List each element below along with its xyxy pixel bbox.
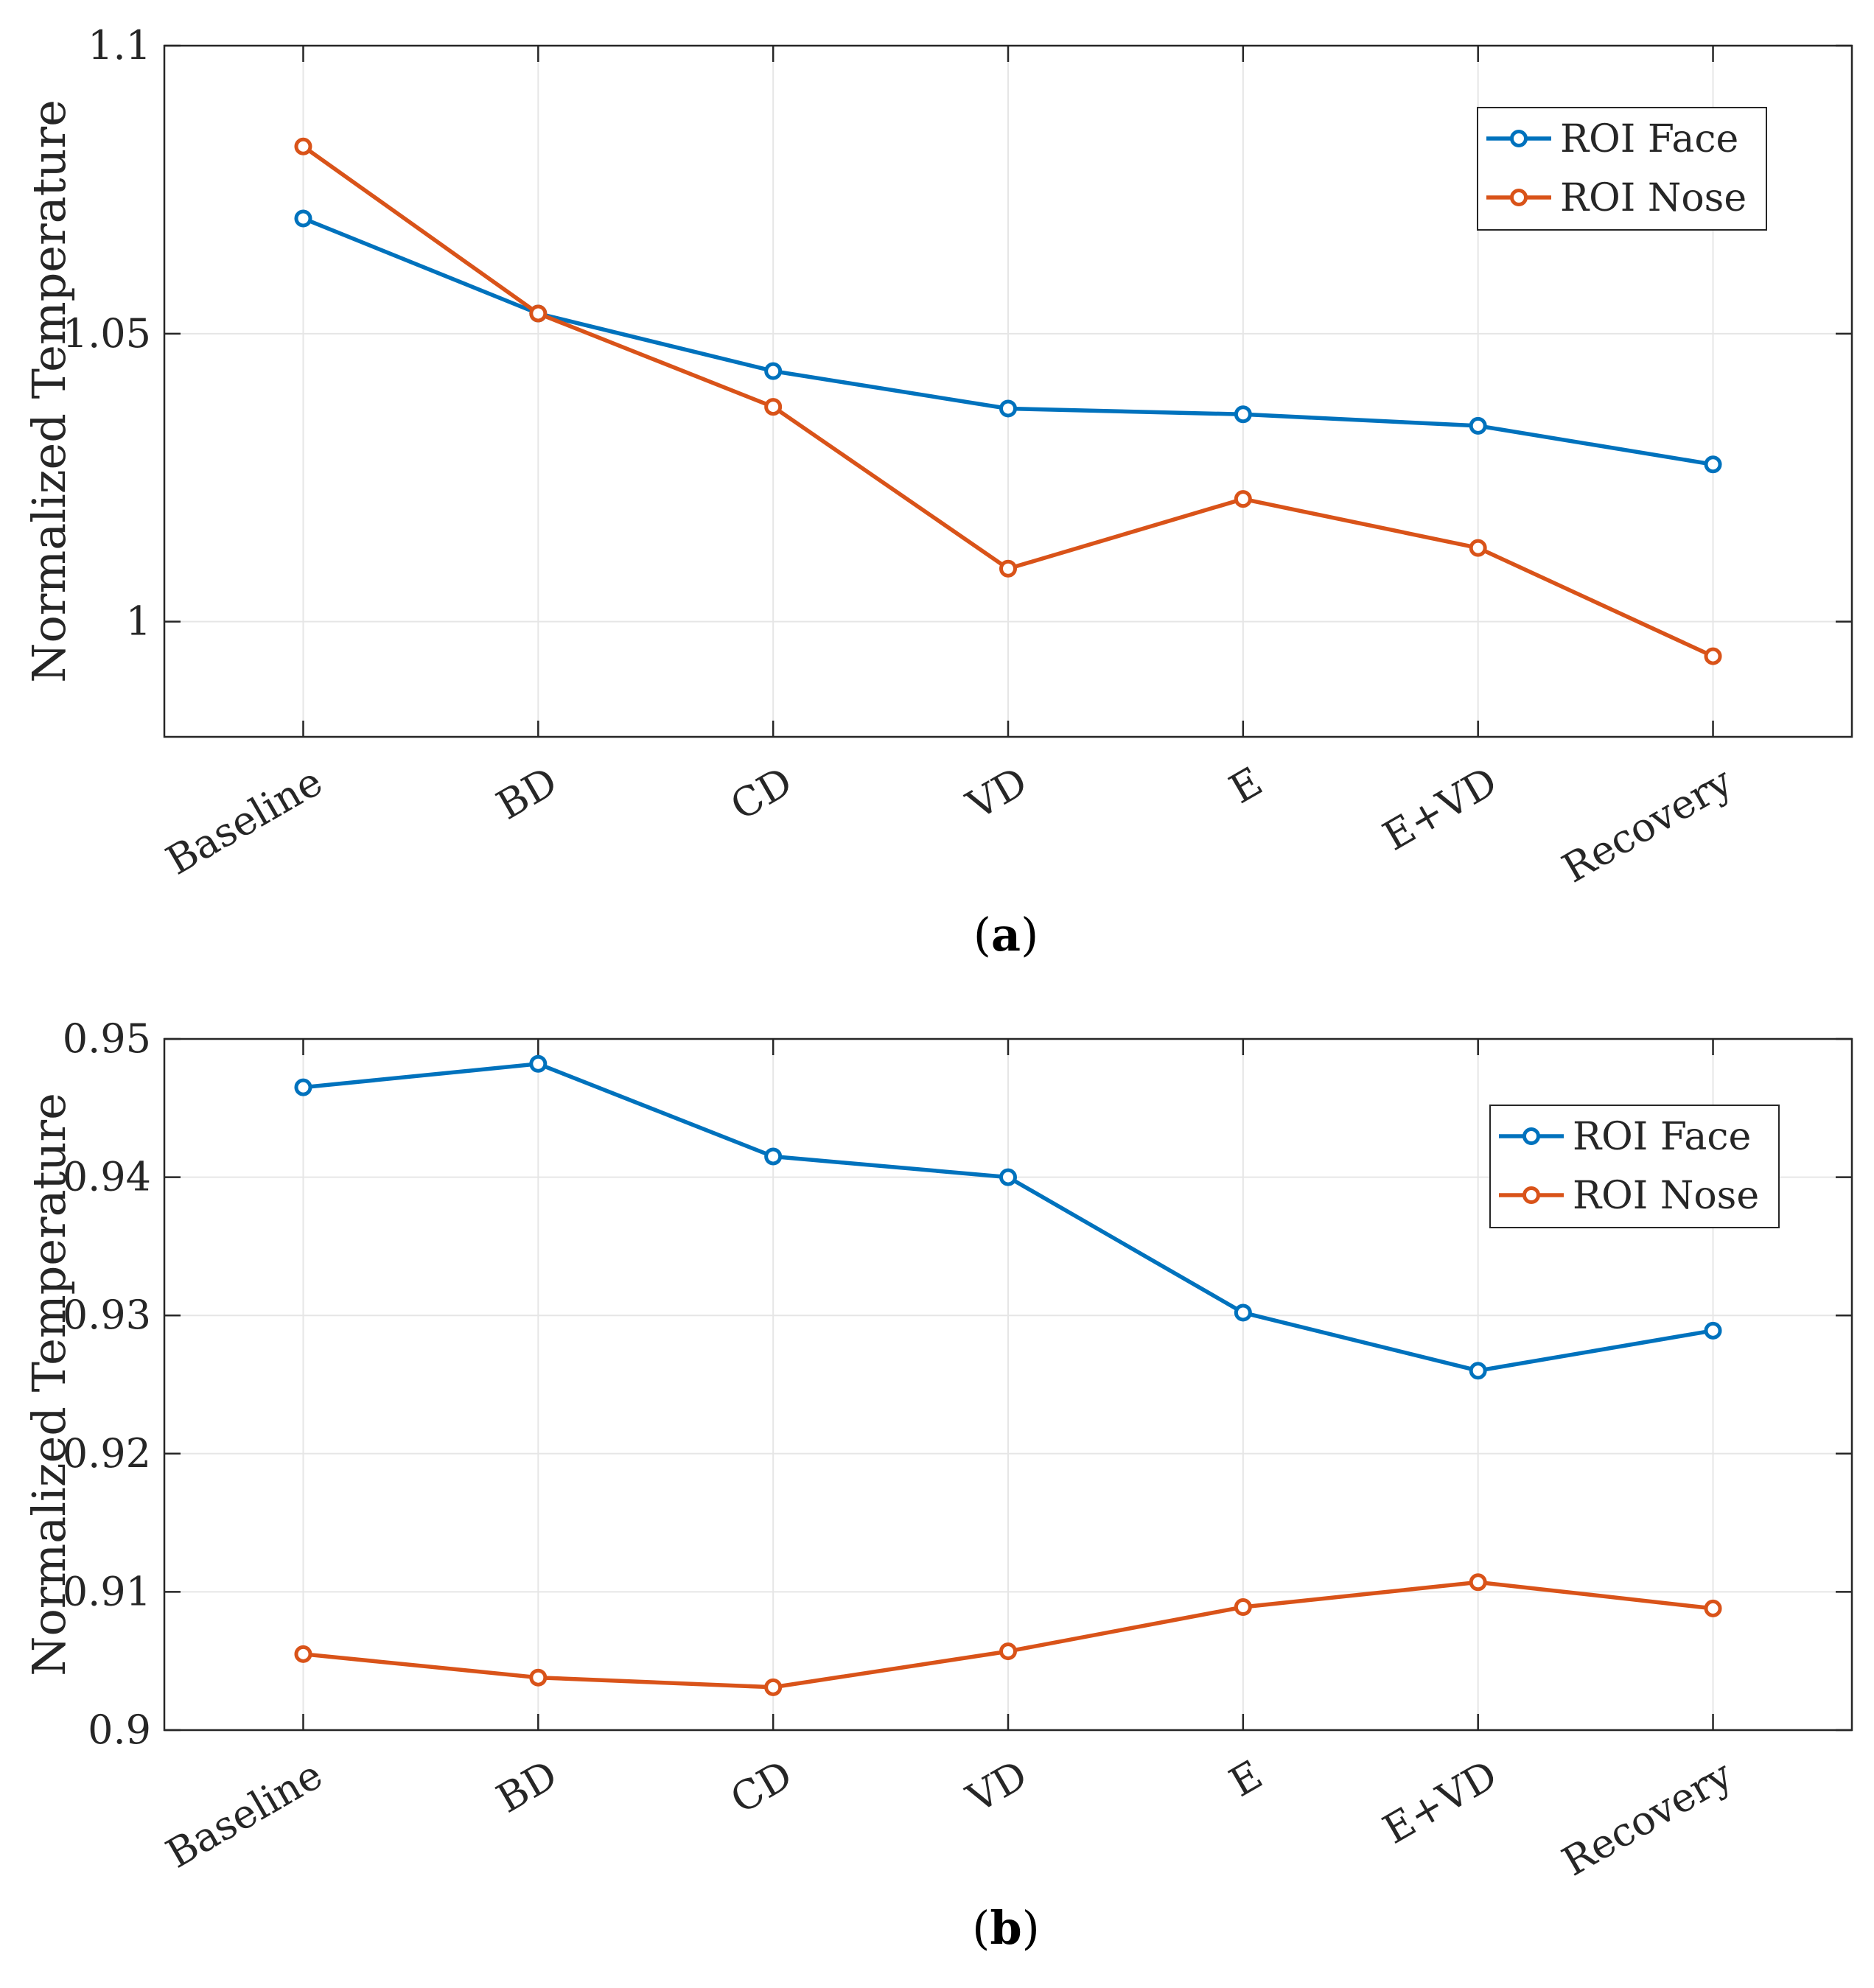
legend-swatch-marker: [1510, 189, 1528, 206]
x-tick-label: E: [1222, 1751, 1270, 1806]
data-point: [1234, 1598, 1252, 1617]
data-point: [529, 1054, 548, 1073]
y-tick-label: 0.94: [63, 1154, 151, 1200]
x-tick-label: VD: [959, 758, 1035, 829]
data-point: [1234, 405, 1252, 424]
data-point: [999, 1642, 1017, 1661]
panel-caption: (a): [973, 908, 1039, 962]
chart-b: Baseline BD CD VD E E+VD Recovery 0.9 0.91 0.92 0.…: [22, 1015, 1853, 1955]
y-axis-label: Normalized Temperature: [22, 1093, 76, 1676]
x-tick-label: BD: [489, 758, 564, 829]
data-point: [764, 1678, 783, 1696]
data-point: [294, 209, 312, 228]
x-tick-label: E+VD: [1375, 758, 1505, 860]
data-point: [1704, 455, 1722, 474]
data-point: [1469, 416, 1487, 435]
y-tick-label: 1: [126, 598, 151, 645]
y-tick-label: 0.9: [88, 1707, 151, 1753]
legend-swatch-marker: [1522, 1186, 1540, 1204]
data-point: [1704, 647, 1722, 665]
y-tick-label: 0.92: [63, 1430, 151, 1477]
legend: ROI Face ROI Nose: [1477, 107, 1767, 231]
x-tick-label: CD: [723, 758, 800, 830]
data-point: [294, 1078, 312, 1096]
data-point: [764, 398, 783, 416]
data-point: [1469, 1362, 1487, 1380]
y-tick-label: 0.95: [63, 1015, 151, 1062]
data-point: [529, 1668, 548, 1687]
legend-label: ROI Face: [1573, 1115, 1751, 1159]
x-tick-label: BD: [489, 1751, 564, 1822]
x-tick-label: CD: [723, 1751, 800, 1823]
x-tick-label: Recovery: [1554, 757, 1740, 892]
y-tick-label: 0.91: [63, 1568, 151, 1614]
y-tick-label: 1.1: [88, 22, 151, 69]
legend-swatch-marker: [1510, 130, 1528, 147]
y-tick-label: 0.93: [63, 1292, 151, 1338]
data-point: [999, 1168, 1017, 1186]
x-tick-label: VD: [959, 1751, 1035, 1822]
x-tick-label: E+VD: [1375, 1751, 1505, 1853]
data-point: [1469, 539, 1487, 557]
data-point: [1234, 490, 1252, 508]
panel-caption-letter: b: [990, 1901, 1021, 1955]
data-point: [1234, 1303, 1252, 1322]
x-tick-label: Baseline: [158, 1751, 330, 1877]
x-tick-label: E: [1222, 758, 1270, 813]
legend-box: [1477, 107, 1767, 231]
series-roi-face: [294, 1054, 1722, 1380]
legend: ROI Face ROI Nose: [1489, 1105, 1780, 1228]
data-point: [764, 362, 783, 380]
series-roi-nose: [294, 137, 1722, 665]
panel-caption-letter: a: [991, 908, 1021, 962]
data-point: [1469, 1573, 1487, 1592]
data-point: [294, 1645, 312, 1663]
data-point: [764, 1147, 783, 1166]
data-point: [1704, 1599, 1722, 1617]
legend-label: ROI Face: [1560, 117, 1738, 161]
panel-caption: (b): [972, 1901, 1040, 1955]
legend-swatch-marker: [1522, 1127, 1540, 1145]
x-tick-label: Recovery: [1554, 1751, 1740, 1885]
legend-label: ROI Nose: [1573, 1174, 1759, 1218]
series-roi-nose: [294, 1573, 1722, 1696]
data-point: [1704, 1321, 1722, 1340]
y-tick-label: 1.05: [63, 310, 151, 357]
data-point: [529, 304, 548, 323]
legend-label: ROI Nose: [1560, 176, 1747, 220]
data-point: [999, 559, 1017, 578]
y-axis-label: Normalized Temperature: [22, 99, 76, 683]
legend-box: [1489, 1105, 1780, 1228]
data-point: [294, 137, 312, 155]
data-point: [999, 399, 1017, 418]
x-tick-label: Baseline: [158, 758, 330, 884]
chart-a: Baseline BD CD VD E E+VD Recovery 1 1.05 1.1 Norma…: [22, 22, 1853, 962]
